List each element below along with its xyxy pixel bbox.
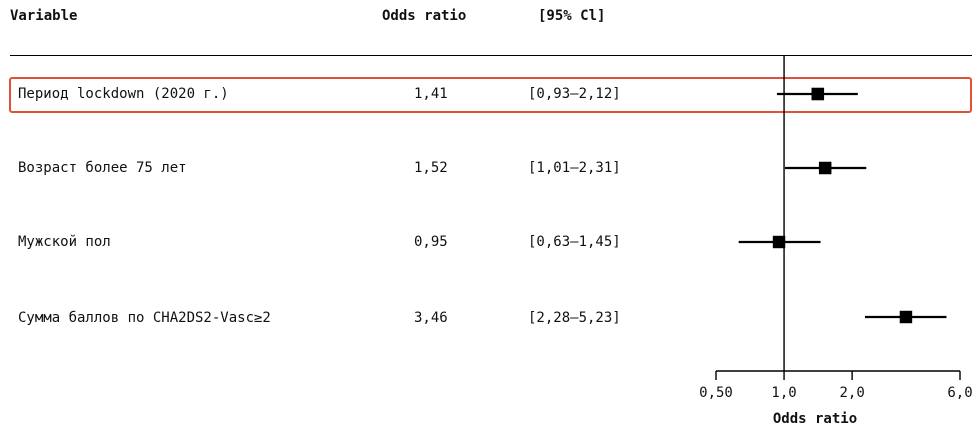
row-ci: [2,28–5,23] xyxy=(528,310,621,326)
header-rule xyxy=(10,55,972,56)
point-estimate xyxy=(811,87,825,101)
row-label: Мужской пол xyxy=(18,234,111,250)
row-label: Возраст более 75 лет xyxy=(18,160,187,176)
point-estimate xyxy=(818,161,832,175)
row-label: Период lockdown (2020 г.) xyxy=(18,86,229,102)
row-odds-ratio: 1,41 xyxy=(414,86,448,102)
row-odds-ratio: 0,95 xyxy=(414,234,448,250)
highlight-box xyxy=(9,77,972,113)
x-tick-label: 0,50 xyxy=(699,385,733,401)
row-ci: [1,01–2,31] xyxy=(528,160,621,176)
x-tick-label: 2,0 xyxy=(839,385,864,401)
row-odds-ratio: 1,52 xyxy=(414,160,448,176)
point-estimate xyxy=(772,235,786,249)
x-tick-label: 1,0 xyxy=(771,385,796,401)
header-ci: [95% Cl] xyxy=(538,8,606,24)
header-variable: Variable xyxy=(10,8,78,24)
header-odds-ratio: Odds ratio xyxy=(382,8,467,24)
point-estimate xyxy=(899,310,913,324)
row-ci: [0,63–1,45] xyxy=(528,234,621,250)
x-tick-label: 6,0 xyxy=(947,385,972,401)
row-label: Сумма баллов по CHA2DS2-Vasc≥2 xyxy=(18,310,271,326)
row-odds-ratio: 3,46 xyxy=(414,310,448,326)
x-axis-title: Odds ratio xyxy=(772,411,858,427)
row-ci: [0,93–2,12] xyxy=(528,86,621,102)
